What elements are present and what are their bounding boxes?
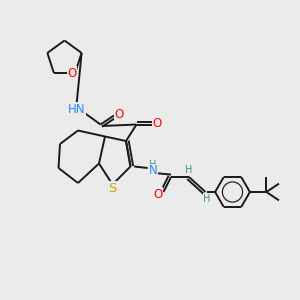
- Text: N: N: [148, 164, 158, 178]
- Text: H: H: [149, 160, 157, 170]
- Text: S: S: [108, 182, 117, 195]
- Text: O: O: [152, 117, 161, 130]
- Text: HN: HN: [68, 103, 85, 116]
- Text: O: O: [115, 107, 124, 121]
- Text: O: O: [68, 67, 77, 80]
- Text: H: H: [203, 194, 211, 204]
- Text: H: H: [185, 165, 193, 176]
- Text: O: O: [154, 188, 163, 201]
